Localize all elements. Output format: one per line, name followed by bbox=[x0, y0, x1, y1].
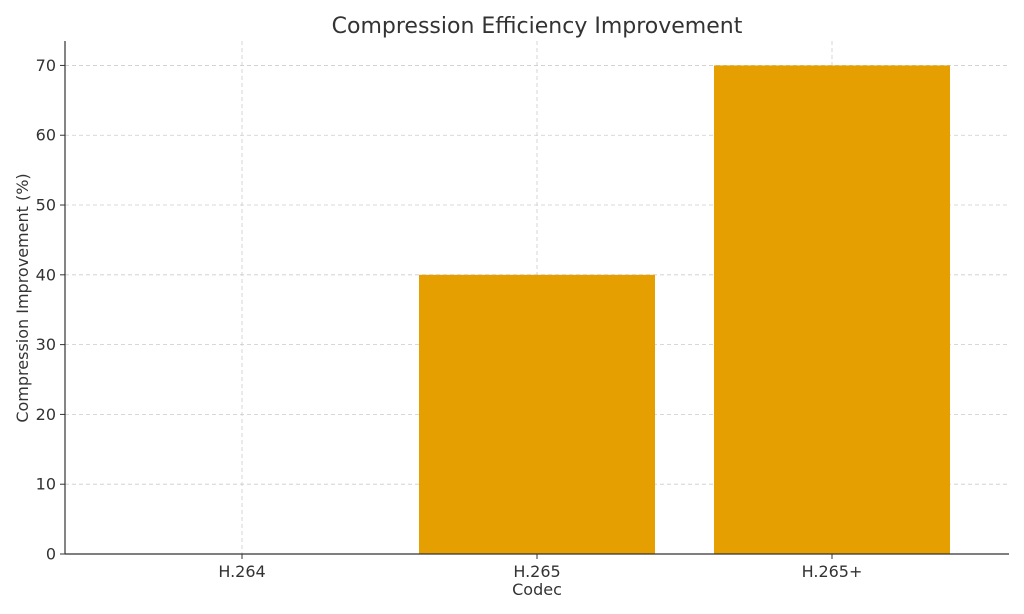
y-tick-label: 10 bbox=[36, 475, 56, 494]
y-tick-label: 20 bbox=[36, 405, 56, 424]
y-tick-label: 0 bbox=[46, 545, 56, 564]
y-tick-label: 60 bbox=[36, 126, 56, 145]
x-tick-label: H.264 bbox=[218, 562, 265, 581]
x-tick-label: H.265 bbox=[513, 562, 560, 581]
tick-layer: 0 10 20 30 40 50 60 70 H.264 H.265 H.265+ bbox=[36, 56, 863, 581]
y-tick-label: 40 bbox=[36, 265, 56, 284]
y-axis-label: Compression Improvement (%) bbox=[13, 173, 32, 422]
chart-title: Compression Efficiency Improvement bbox=[332, 14, 743, 39]
y-tick-label: 50 bbox=[36, 196, 56, 215]
x-tick-label: H.265+ bbox=[802, 562, 863, 581]
bar-layer bbox=[419, 65, 950, 554]
y-tick-label: 30 bbox=[36, 335, 56, 354]
y-tick-label: 70 bbox=[36, 56, 56, 75]
bar-h-265 bbox=[419, 274, 655, 554]
x-axis-label: Codec bbox=[512, 580, 562, 599]
bar-h-265- bbox=[714, 65, 950, 554]
